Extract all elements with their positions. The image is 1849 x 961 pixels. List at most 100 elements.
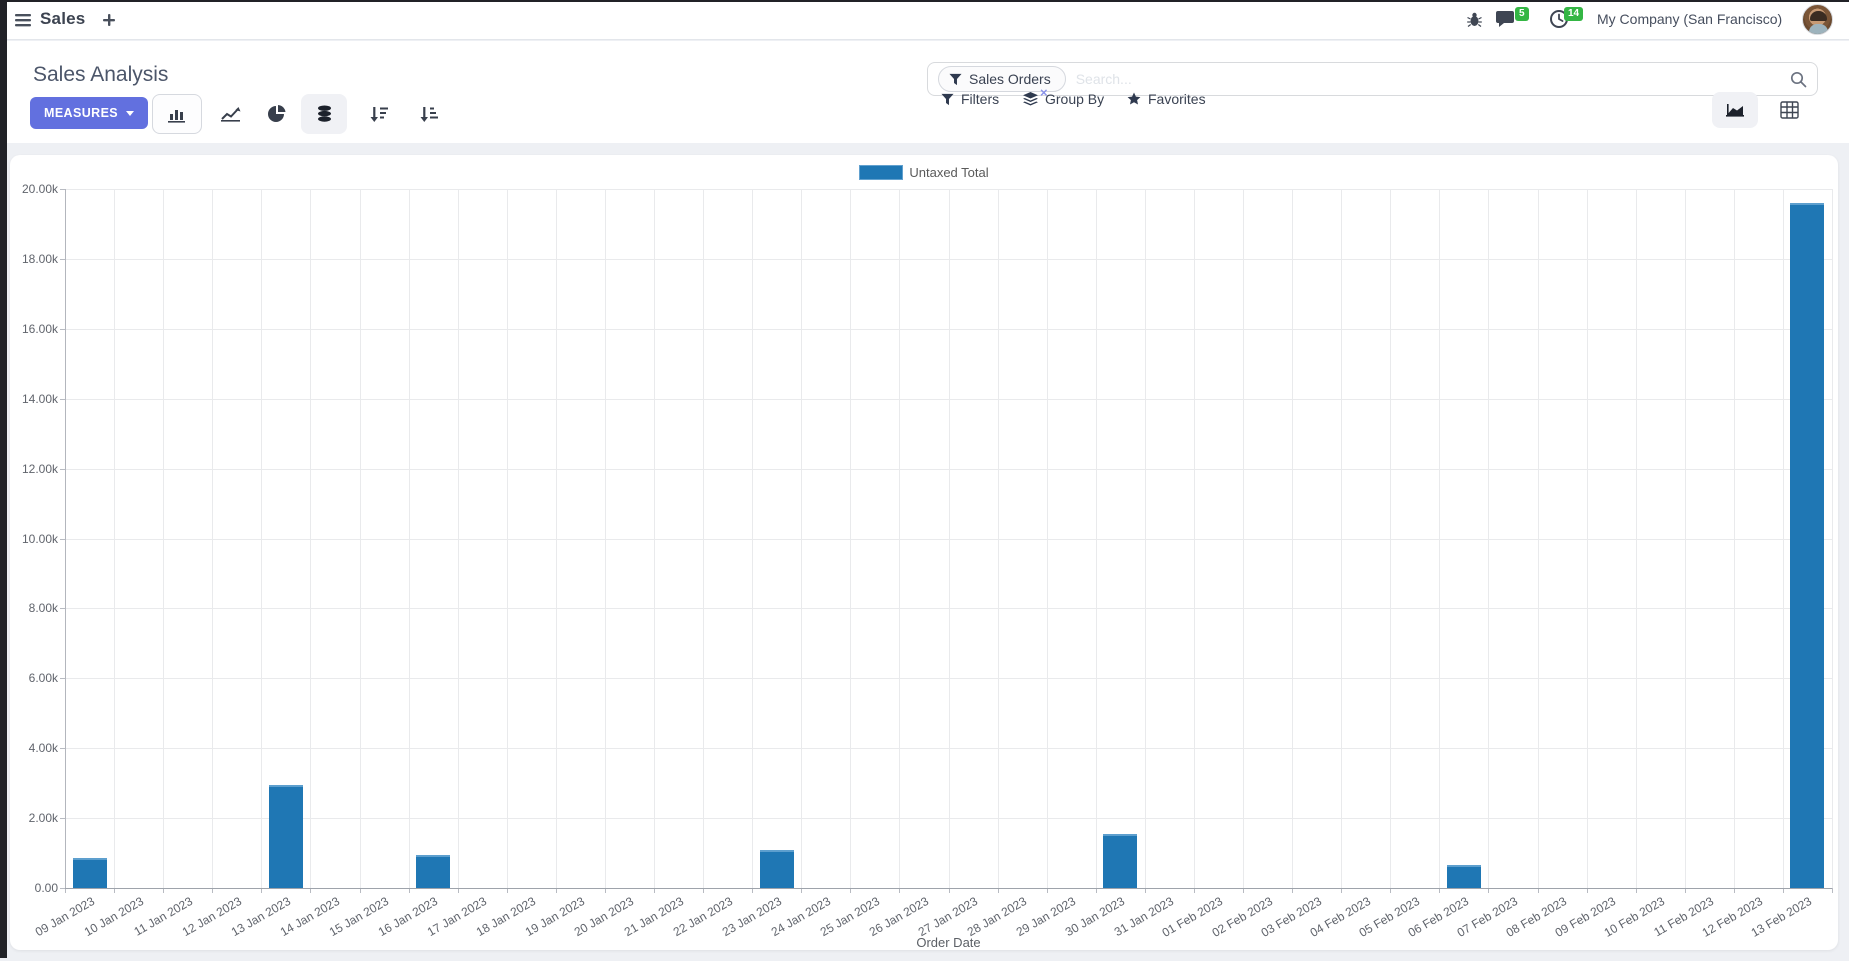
filters-funnel-icon <box>941 93 954 106</box>
stacked-database-icon <box>317 105 331 122</box>
y-axis-label: 20.00k <box>21 182 58 196</box>
bar[interactable] <box>759 849 794 888</box>
x-tick <box>163 888 165 893</box>
v-gridline <box>1782 189 1784 888</box>
plus-icon[interactable] <box>101 12 117 28</box>
layers-icon <box>1023 92 1038 106</box>
x-tick <box>1537 888 1539 893</box>
x-tick <box>1095 888 1097 893</box>
v-gridline <box>801 189 803 888</box>
v-gridline <box>1586 189 1588 888</box>
x-tick <box>1586 888 1588 893</box>
graph-view-switch-button[interactable] <box>1712 92 1758 128</box>
messages-count-badge[interactable]: 5 <box>1515 7 1529 21</box>
x-tick <box>1292 888 1294 893</box>
x-tick <box>408 888 410 893</box>
chevron-down-icon <box>126 110 135 116</box>
v-gridline <box>1390 189 1392 888</box>
control-panel: Sales Analysis MEASURES Sales Orders × <box>0 41 1849 143</box>
bar[interactable] <box>1790 202 1825 888</box>
v-gridline <box>1341 189 1343 888</box>
v-gridline <box>1144 189 1146 888</box>
company-switcher[interactable]: My Company (San Francisco) <box>1597 11 1783 27</box>
legend-label: Untaxed Total <box>909 165 989 180</box>
y-tick <box>60 608 65 610</box>
bar[interactable] <box>72 858 107 888</box>
x-tick <box>1684 888 1686 893</box>
group-by-button[interactable]: Group By <box>1023 91 1104 107</box>
bar-chart-view-button[interactable] <box>152 94 202 134</box>
line-chart-view-button[interactable] <box>212 94 250 134</box>
app-name[interactable]: Sales <box>40 9 86 28</box>
search-bar[interactable]: Sales Orders <box>927 62 1818 96</box>
search-facet-label: Sales Orders <box>969 71 1051 87</box>
v-gridline <box>359 189 361 888</box>
filters-button[interactable]: Filters <box>941 91 999 107</box>
bar-chart-plot: 0.00 2.00k 4.00k 6.00k 8.00k 10.00k 12.00k 14.0… <box>10 155 1838 950</box>
v-gridline <box>506 189 508 888</box>
group-by-label: Group By <box>1045 91 1105 107</box>
v-gridline <box>1832 189 1833 888</box>
v-gridline <box>261 189 263 888</box>
pie-chart-icon <box>268 105 286 122</box>
hamburger-menu-icon[interactable] <box>14 11 32 29</box>
sort-desc-icon <box>370 106 388 122</box>
sort-ascending-button[interactable] <box>410 94 448 134</box>
x-tick <box>654 888 655 893</box>
sort-descending-button[interactable] <box>360 94 398 134</box>
measures-button[interactable]: MEASURES <box>30 97 149 129</box>
y-axis-label: 12.00k <box>21 461 58 476</box>
v-gridline <box>212 189 214 888</box>
search-facet[interactable]: Sales Orders <box>938 66 1066 92</box>
window-left-edge <box>0 0 7 958</box>
chart-legend-item[interactable]: Untaxed Total <box>10 165 1838 180</box>
pie-chart-view-button[interactable] <box>258 94 296 134</box>
favorites-label: Favorites <box>1148 91 1206 107</box>
bar[interactable] <box>268 784 303 888</box>
x-tick <box>1635 888 1637 893</box>
v-gridline <box>555 189 557 888</box>
v-gridline <box>1635 189 1637 888</box>
star-icon <box>1127 92 1141 106</box>
v-gridline <box>850 189 852 888</box>
v-gridline <box>1193 189 1195 888</box>
y-axis-label: 8.00k <box>28 601 58 616</box>
x-tick <box>1243 888 1244 893</box>
x-tick <box>997 888 999 893</box>
x-tick <box>1782 888 1784 893</box>
x-tick <box>359 888 361 893</box>
bar[interactable] <box>416 854 451 888</box>
bar[interactable] <box>1103 833 1138 888</box>
v-gridline <box>163 189 165 888</box>
x-axis-title: Order Date <box>916 935 981 950</box>
messages-icon[interactable] <box>1496 10 1517 29</box>
x-tick <box>457 888 459 893</box>
v-gridline <box>1046 189 1048 888</box>
y-axis-line <box>65 189 66 888</box>
user-avatar[interactable] <box>1802 4 1833 35</box>
debug-bug-icon[interactable] <box>1466 11 1483 28</box>
v-gridline <box>1439 189 1441 888</box>
search-input[interactable] <box>1075 71 1790 87</box>
search-icon[interactable] <box>1790 71 1807 88</box>
y-axis-label: 10.00k <box>21 531 58 546</box>
pivot-view-switch-button[interactable] <box>1768 92 1810 128</box>
bar[interactable] <box>1446 865 1481 888</box>
v-gridline <box>1243 189 1244 888</box>
x-tick <box>1488 888 1490 893</box>
y-tick <box>60 748 65 750</box>
stacked-toggle-button[interactable] <box>301 94 347 134</box>
y-tick <box>60 678 65 680</box>
x-tick <box>65 888 66 893</box>
v-gridline <box>654 189 655 888</box>
v-gridline <box>899 189 901 888</box>
activities-count-badge[interactable]: 14 <box>1564 7 1584 21</box>
v-gridline <box>997 189 999 888</box>
favorites-button[interactable]: Favorites <box>1127 91 1206 107</box>
measures-label: MEASURES <box>44 106 119 120</box>
y-axis-label: 18.00k <box>21 251 58 266</box>
v-gridline <box>1537 189 1539 888</box>
y-axis-label: 14.00k <box>21 391 58 406</box>
facet-remove-icon[interactable]: × <box>1040 85 1048 100</box>
x-tick <box>1390 888 1392 893</box>
